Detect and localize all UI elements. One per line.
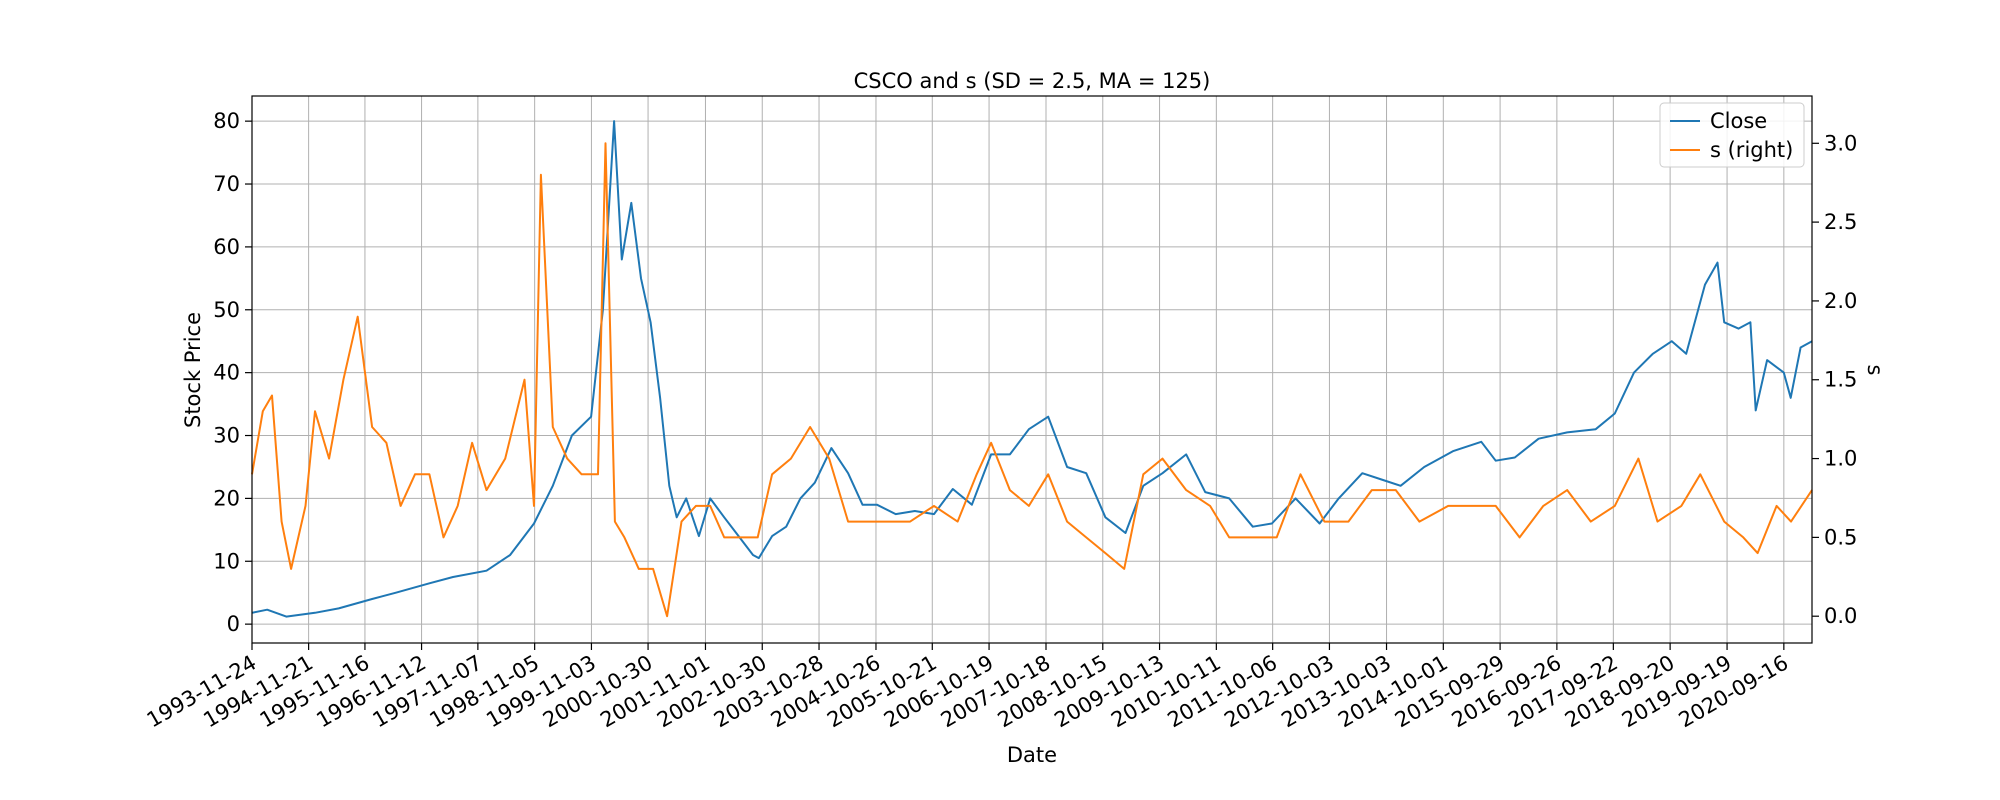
y2-tick-label: 2.0 xyxy=(1824,289,1857,313)
ticks: 010203040506070800.00.51.01.52.02.53.019… xyxy=(143,109,1858,732)
y2-tick-label: 0.0 xyxy=(1824,604,1857,628)
y-tick-label: 0 xyxy=(227,612,240,636)
y2-tick-label: 2.5 xyxy=(1824,210,1857,234)
y-tick-label: 40 xyxy=(213,361,240,385)
y-tick-label: 80 xyxy=(213,109,240,133)
y-tick-label: 50 xyxy=(213,298,240,322)
plot-frame xyxy=(251,95,1813,644)
grid xyxy=(251,96,1812,643)
legend-label-close: Close xyxy=(1710,109,1767,133)
y-axis-label-right: s xyxy=(1863,365,1887,376)
series-layer xyxy=(251,120,1813,618)
chart-title: CSCO and s (SD = 2.5, MA = 125) xyxy=(854,69,1211,93)
y-axis-label-left: Stock Price xyxy=(181,312,205,428)
series-line-s xyxy=(251,142,1813,618)
y-tick-label: 70 xyxy=(213,172,240,196)
y2-tick-label: 3.0 xyxy=(1824,131,1857,155)
y2-tick-label: 1.0 xyxy=(1824,447,1857,471)
y-tick-label: 60 xyxy=(213,235,240,259)
legend-label-s: s (right) xyxy=(1710,138,1793,162)
y2-tick-label: 1.5 xyxy=(1824,368,1857,392)
y2-tick-label: 0.5 xyxy=(1824,525,1857,549)
y-tick-label: 30 xyxy=(213,424,240,448)
y-tick-label: 20 xyxy=(213,486,240,510)
series-line-close xyxy=(251,120,1813,618)
legend: Close s (right) xyxy=(1659,102,1805,168)
y-tick-label: 10 xyxy=(213,549,240,573)
x-axis-label: Date xyxy=(1007,743,1057,767)
